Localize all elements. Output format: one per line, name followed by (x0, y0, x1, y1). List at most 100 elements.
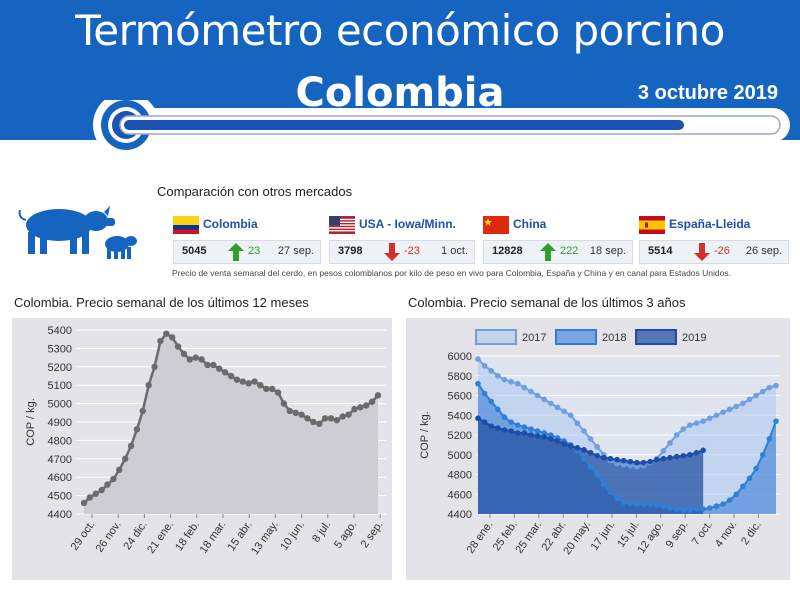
data-point (753, 392, 759, 399)
y-tick-label: 5400 (448, 410, 472, 422)
y-tick-label: 4400 (48, 509, 72, 521)
data-point (508, 419, 514, 425)
y-tick-label: 5100 (48, 380, 72, 392)
data-point (233, 376, 241, 383)
data-point (481, 363, 488, 369)
data-point (121, 455, 129, 462)
data-point (680, 426, 687, 432)
data-point (587, 436, 594, 442)
market-change: -26 (714, 245, 730, 257)
market-date: 18 sep. (589, 245, 626, 257)
market-card-usa: USA - Iowa/Minn. 3798 -23 1 oct. (329, 216, 475, 266)
x-tick-label: 5 ago. (332, 519, 359, 551)
data-point (374, 392, 382, 399)
data-point (759, 388, 766, 395)
x-tick-label: 13 may. (249, 519, 281, 557)
y-tick-label: 5300 (48, 343, 72, 355)
data-point (257, 382, 264, 389)
data-point (687, 422, 693, 428)
market-name: China (513, 217, 547, 232)
data-point (151, 363, 158, 370)
x-tick-label: 2 sep. (359, 519, 386, 550)
data-point (687, 507, 693, 513)
data-point (495, 406, 501, 413)
y-tick-label: 4600 (448, 489, 472, 501)
data-point (174, 343, 182, 350)
data-point (647, 458, 653, 465)
data-point (145, 382, 152, 389)
report-date: 3 octubre 2019 (637, 82, 778, 104)
y-axis-label: COP / kg. (25, 398, 37, 445)
legend-swatch (475, 329, 517, 345)
market-change: 222 (560, 245, 579, 257)
data-point (245, 380, 252, 387)
data-point (680, 507, 687, 513)
china-flag-icon (483, 216, 509, 234)
data-point (508, 428, 514, 434)
data-point (647, 501, 653, 507)
data-point (321, 415, 329, 422)
data-point (541, 396, 548, 403)
x-tick-label: 4 nov. (713, 519, 740, 550)
legend-swatch (555, 329, 597, 345)
data-point (116, 466, 123, 474)
data-point (726, 406, 733, 413)
data-point (680, 452, 687, 459)
data-point (521, 384, 528, 391)
data-point (607, 489, 614, 496)
x-tick-label: 17 jun. (589, 519, 618, 553)
x-tick-label: 28 ene. (465, 519, 496, 556)
data-point (304, 415, 311, 422)
series-area (84, 333, 378, 514)
data-point (286, 407, 293, 415)
y-tick-label: 6000 (448, 351, 472, 363)
y-tick-label: 4600 (48, 472, 72, 484)
data-point (706, 505, 713, 511)
data-point (634, 459, 640, 466)
data-point (274, 389, 282, 396)
data-point (521, 430, 528, 436)
data-point (133, 426, 141, 433)
comparison-title: Comparación con otros mercados (157, 184, 353, 199)
data-point (640, 501, 647, 507)
y-tick-label: 4500 (48, 491, 72, 503)
data-point (514, 422, 521, 428)
data-point (713, 503, 720, 509)
data-point (554, 438, 561, 444)
data-point (667, 505, 673, 511)
y-tick-label: 5000 (448, 450, 472, 462)
data-point (587, 463, 594, 470)
data-point (746, 475, 753, 482)
data-point (581, 455, 587, 462)
data-point (548, 400, 554, 407)
y-tick-label: 4900 (48, 417, 72, 429)
data-point (475, 380, 481, 387)
data-point (766, 384, 773, 391)
data-point (733, 491, 740, 498)
data-point (601, 454, 607, 461)
data-point (204, 361, 211, 369)
data-point (481, 390, 488, 397)
data-point (700, 447, 706, 454)
legend-swatch (635, 329, 677, 345)
market-price: 5045 (182, 245, 207, 257)
data-point (601, 481, 607, 488)
market-name: USA - Iowa/Minn. (359, 217, 456, 232)
data-point (548, 436, 554, 442)
market-price: 3798 (338, 245, 363, 257)
data-point (654, 456, 660, 463)
series-line (477, 358, 777, 468)
data-point (310, 418, 317, 426)
data-point (363, 402, 370, 409)
legend-label: 2017 (522, 332, 546, 344)
data-point (706, 415, 713, 422)
data-point (514, 430, 521, 436)
arrow-up-icon (228, 243, 244, 261)
data-point (614, 495, 620, 501)
data-point (574, 445, 581, 451)
comparison-note: Precio de venta semanal del cerdo, en pe… (172, 268, 731, 278)
data-point (216, 365, 223, 372)
data-point (693, 449, 700, 456)
data-point (667, 440, 673, 446)
data-point (594, 471, 600, 478)
